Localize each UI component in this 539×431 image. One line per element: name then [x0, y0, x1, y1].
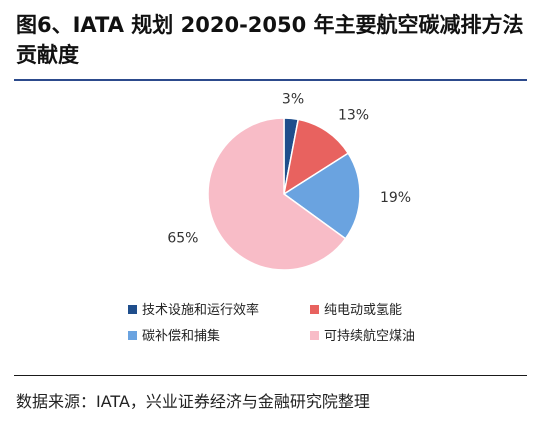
legend-swatch	[128, 331, 137, 340]
chart-title: 图6、IATA 规划 2020-2050 年主要航空碳减排方法贡献度	[16, 13, 524, 67]
legend-label: 碳补偿和捕集	[142, 328, 220, 344]
legend-label: 技术设施和运行效率	[142, 302, 259, 318]
legend-label: 纯电动或氢能	[324, 303, 402, 318]
source-note: 数据来源：IATA，兴业证券经济与金融研究院整理	[16, 392, 370, 411]
slice-label: 3%	[282, 91, 304, 107]
pie-slices	[207, 117, 361, 271]
slice-label: 13%	[338, 108, 369, 124]
legend-label: 可持续航空煤油	[324, 328, 415, 344]
pie-slice	[207, 117, 347, 271]
source-divider	[14, 375, 527, 376]
legend-swatch	[310, 331, 319, 340]
legend-swatch	[128, 305, 137, 314]
pie-slice	[282, 118, 350, 196]
pie-labels: 3% 13% 19% 65%	[167, 91, 411, 246]
pie-slice	[282, 152, 361, 240]
slice-label: 65%	[167, 231, 198, 247]
slice-label: 19%	[380, 190, 411, 206]
legend-swatch	[310, 305, 319, 314]
title-divider	[14, 79, 527, 81]
